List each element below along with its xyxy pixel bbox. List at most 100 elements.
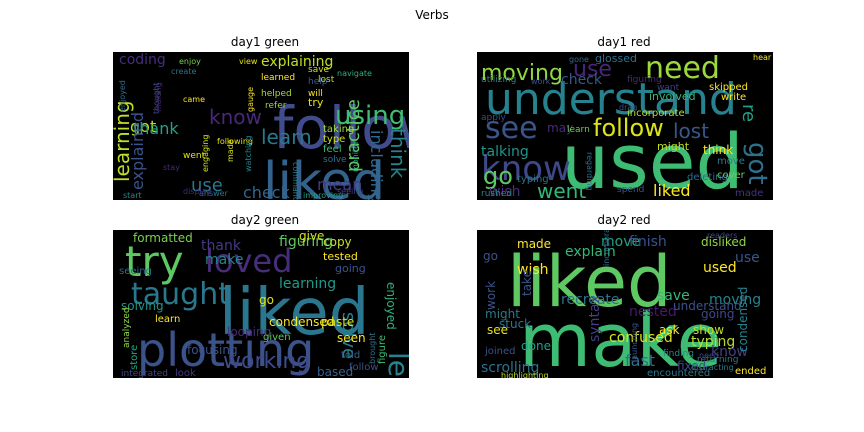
word-integrated: integrated: [121, 369, 168, 378]
word-know: know: [209, 105, 262, 129]
word-helped: helped: [261, 89, 292, 99]
word-launching: launching: [630, 323, 639, 362]
word-move: move: [601, 234, 640, 250]
word-solving: solving: [121, 299, 164, 313]
word-finding: finding: [663, 349, 694, 359]
word-go: go: [483, 249, 498, 263]
word-learning: learning: [279, 276, 336, 292]
word-liked: liked: [507, 241, 671, 323]
word-moving: moving: [481, 61, 563, 86]
word-wish: wish: [517, 262, 549, 278]
word-think: think: [386, 128, 409, 179]
word-including: including: [367, 130, 386, 200]
word-follow: follow: [349, 362, 379, 373]
word-highlighting: highlighting: [501, 371, 549, 378]
word-went: went: [183, 151, 206, 161]
word-show: show: [693, 323, 724, 337]
word-want: want: [657, 83, 680, 93]
word-know: know: [711, 344, 748, 360]
word-skipped: skipped: [709, 82, 748, 93]
word-answer: answer: [199, 189, 229, 198]
word-check: check: [243, 183, 291, 200]
word-learning: learning: [113, 100, 134, 182]
word-feel: feel: [323, 144, 342, 155]
word-got: got: [130, 117, 156, 136]
word-used: used: [561, 117, 744, 200]
word-understand: understand: [673, 299, 742, 313]
word-apply: apply: [481, 113, 506, 123]
word-brought: brought: [368, 333, 377, 364]
word-fixed: fixed: [677, 359, 706, 373]
word-make: make: [519, 298, 722, 378]
word-need: need: [699, 351, 719, 360]
word-making: making: [154, 82, 163, 112]
word-see: see: [487, 323, 508, 337]
word-given: given: [263, 332, 291, 343]
word-wish: wish: [489, 184, 521, 200]
word-make: make: [205, 252, 243, 268]
word-utilizing: utilizing: [481, 75, 516, 85]
word-got: got: [742, 142, 772, 185]
word-typing: typing: [517, 174, 549, 185]
word-learn: learn: [261, 125, 312, 149]
word-refer: refer: [265, 101, 287, 111]
word-gone: gone: [569, 55, 589, 64]
wordcloud-svg-day1-green: followliked using learning learn think know co…: [113, 52, 409, 200]
word-drag: drag: [619, 103, 637, 112]
word-thank: thank: [133, 119, 179, 138]
word-save: save: [308, 65, 330, 75]
word-use: use: [573, 57, 612, 82]
word-moving: moving: [709, 292, 761, 308]
word-look: look: [175, 368, 196, 378]
word-disliked: disliked: [701, 235, 746, 249]
word-told: told: [341, 350, 360, 361]
word-going: going: [335, 262, 366, 275]
word-liked: liked: [219, 276, 369, 350]
word-go: go: [259, 293, 274, 307]
word-enjoyed: enjoyed: [384, 282, 398, 330]
word-typing: typing: [691, 334, 735, 350]
word-encountered: encountered: [647, 368, 710, 378]
word-go: go: [483, 162, 513, 190]
word-check: check: [561, 72, 603, 88]
word-taught: taught: [131, 277, 230, 312]
word-try: try: [125, 237, 184, 286]
word-nested: nested: [629, 304, 677, 320]
word-write: write: [721, 92, 746, 103]
word-understand: understand: [485, 74, 737, 125]
word-coding: coding: [119, 52, 166, 68]
word-regarding: regarding: [585, 152, 594, 191]
word-move: move: [717, 156, 745, 167]
word-used: used: [703, 260, 737, 276]
word-cover: cover: [717, 170, 746, 181]
word-taking: taking: [323, 124, 354, 135]
word-might: might: [657, 140, 690, 153]
word-save: save: [657, 288, 690, 304]
word-scrolling: scrolling: [481, 360, 539, 376]
word-copy: copy: [323, 235, 352, 249]
word-help: help: [308, 77, 328, 87]
word-tested: tested: [323, 250, 358, 263]
word-came: came: [183, 95, 205, 104]
word-explain: explain: [565, 244, 616, 260]
wordcloud-day1-green: followliked using learning learn think know co…: [113, 52, 409, 200]
word-working: working: [223, 349, 310, 374]
word-learn: learn: [155, 314, 180, 325]
word-will: will: [308, 89, 323, 99]
word-incorporate: incorporate: [602, 230, 611, 266]
word-create: create: [171, 67, 196, 76]
word-view: view: [239, 57, 258, 66]
word-follow: follow: [593, 114, 664, 142]
word-commands: commands: [291, 162, 300, 200]
word-explaining: explaining: [261, 54, 333, 70]
word-using: using: [335, 101, 405, 131]
word-ended: ended: [735, 366, 766, 377]
word-see: see: [485, 111, 538, 146]
word-use: use: [191, 175, 223, 196]
word-figuring: figuring: [627, 75, 662, 85]
word-navigate: navigate: [337, 69, 372, 78]
word-solve: solve: [323, 155, 347, 165]
